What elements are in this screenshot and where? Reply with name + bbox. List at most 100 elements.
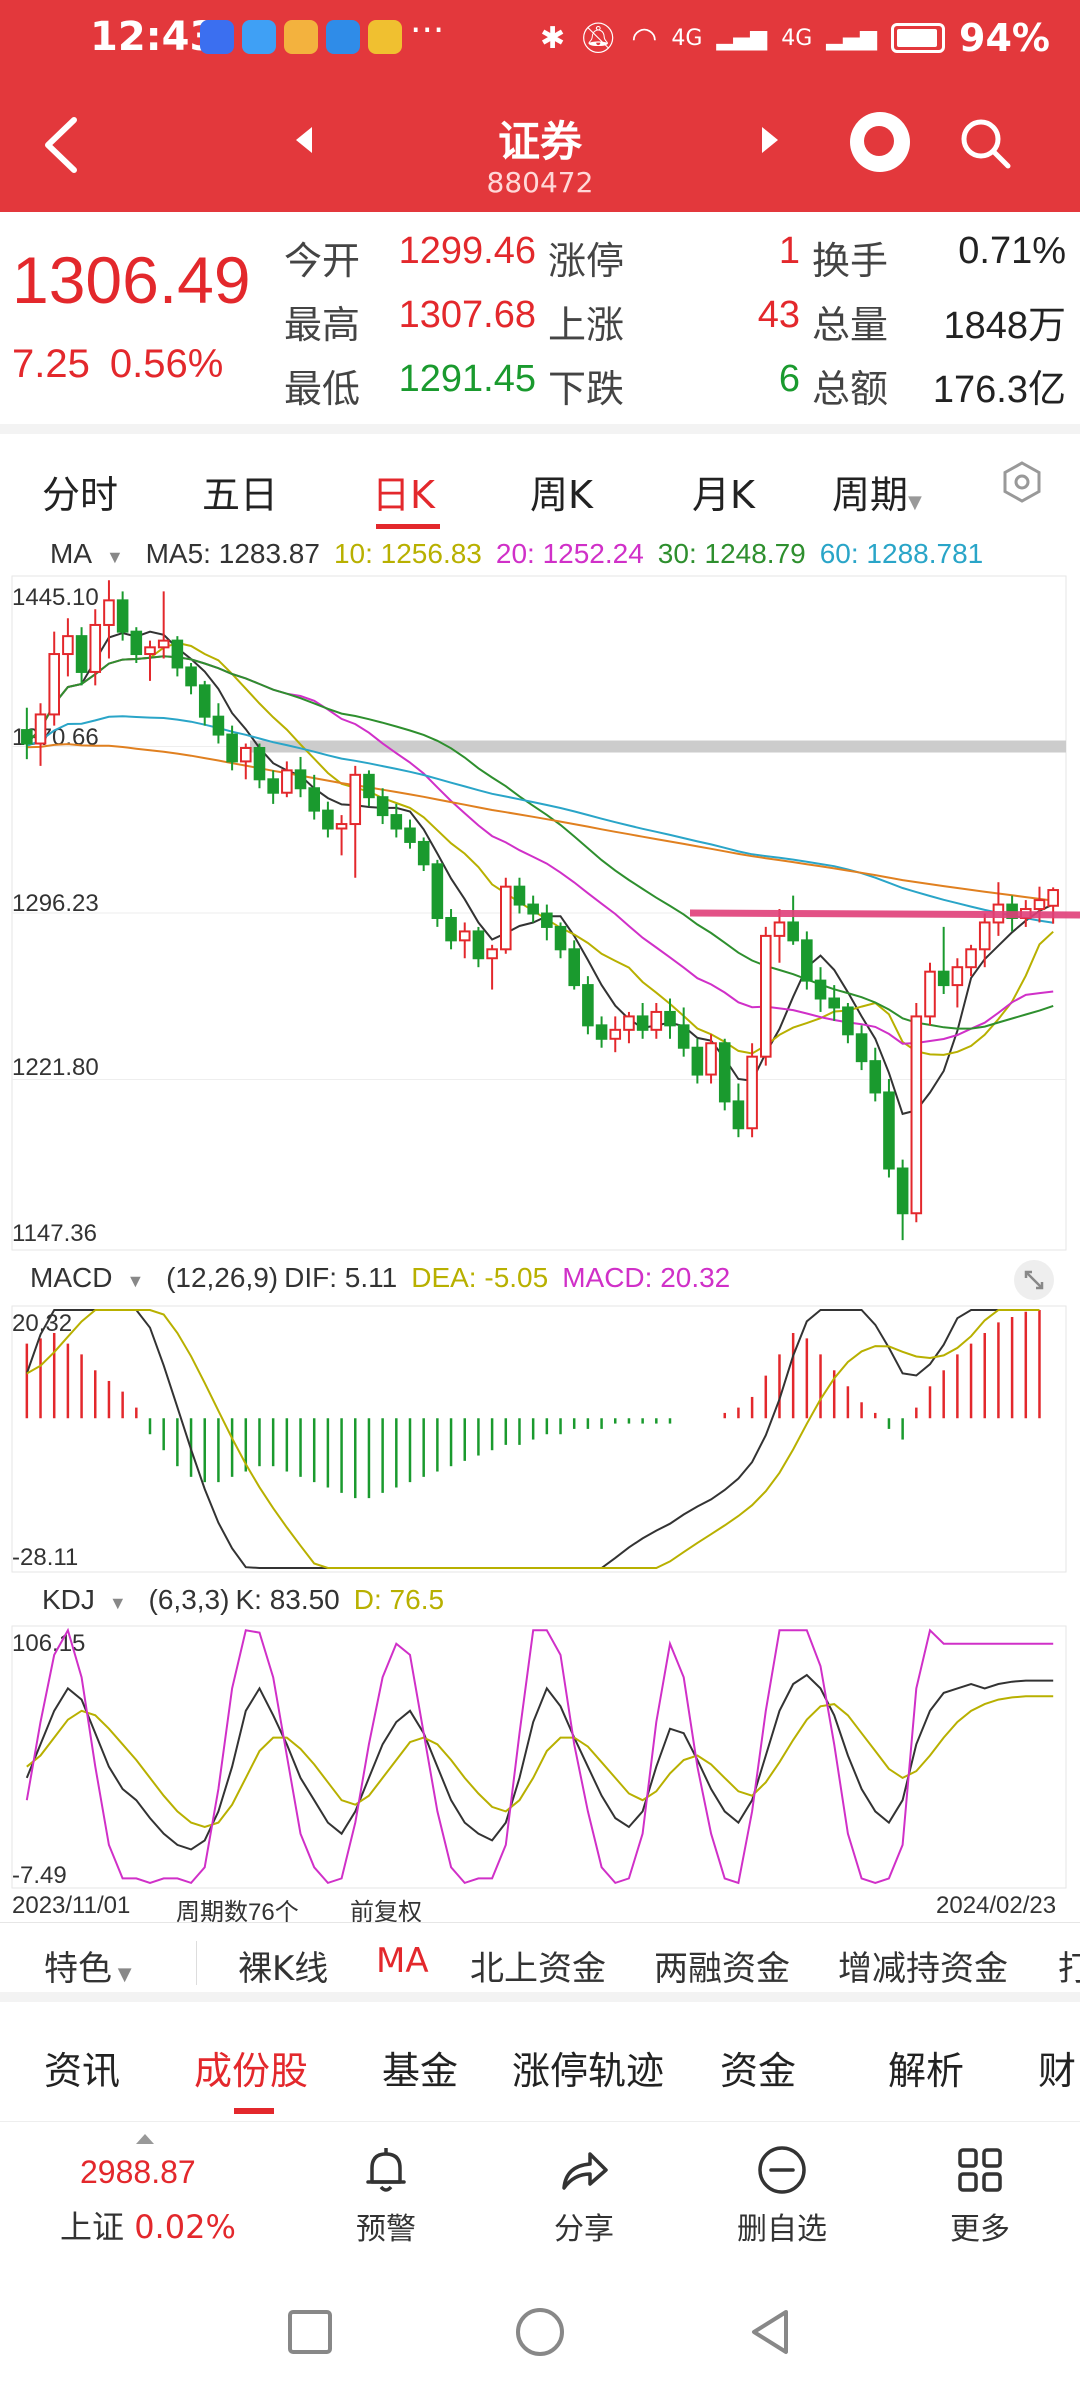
period-count: 周期数76个 — [176, 1899, 299, 1926]
mascot-icon[interactable] — [850, 112, 910, 172]
price-change: 7.25 0.56% — [12, 342, 223, 387]
candle-body — [458, 930, 471, 942]
limit-up-value: 1 — [778, 230, 800, 272]
feature-more[interactable]: 打 — [1058, 1949, 1080, 1989]
tab-news[interactable]: 资讯 — [44, 2049, 121, 2093]
feature-northbound[interactable]: 北上资金 — [470, 1949, 606, 1989]
candle-body — [842, 1006, 854, 1036]
remove-watchlist-button[interactable]: 删自选 — [722, 2142, 842, 2248]
candle-body — [541, 912, 553, 928]
candle-body — [554, 925, 567, 951]
caret-down-icon[interactable]: ▼ — [106, 547, 124, 567]
prev-stock-button[interactable] — [292, 125, 316, 163]
tab-weekly-k[interactable]: 周K — [530, 473, 593, 517]
candle-body — [801, 939, 813, 982]
tab-monthly-k[interactable]: 月K — [692, 473, 755, 517]
caret-down-icon[interactable]: ▼ — [126, 1271, 145, 1291]
ma-indicator-name[interactable]: MA — [50, 538, 92, 569]
more-button[interactable]: 更多 — [920, 2142, 1040, 2248]
alert-button[interactable]: 预警 — [326, 2142, 446, 2248]
tab-finance[interactable]: 财 — [1038, 2049, 1077, 2093]
candle-body — [732, 1100, 745, 1130]
candle-body — [1033, 899, 1046, 911]
ma30-line — [26, 655, 1054, 1030]
tab-capital[interactable]: 资金 — [720, 2049, 797, 2093]
kdj-params: (6,3,3) — [148, 1584, 230, 1615]
feature-ma[interactable]: MA — [376, 1941, 429, 1981]
browser-notification-icon — [326, 20, 360, 54]
feature-holdings-change[interactable]: 增减持资金 — [838, 1949, 1008, 1989]
back-button[interactable] — [36, 110, 96, 180]
feature-margin[interactable]: 两融资金 — [654, 1949, 790, 1989]
signal-label-2: 4G — [781, 25, 813, 51]
feature-bare-k[interactable]: 裸K线 — [238, 1949, 329, 1989]
active-tab-indicator — [376, 524, 440, 529]
share-icon — [562, 2152, 608, 2190]
remove-watchlist-label: 删自选 — [737, 2212, 827, 2247]
home-button[interactable] — [510, 2302, 570, 2362]
chart-settings-button[interactable] — [1000, 460, 1044, 504]
index-value: 2988.87 — [80, 2154, 196, 2190]
grid-icon — [958, 2148, 1002, 2192]
search-button[interactable] — [958, 116, 1012, 170]
kdj-indicator-name[interactable]: KDJ — [42, 1584, 95, 1615]
candle-body — [1047, 889, 1059, 907]
rising-label: 上涨 — [548, 303, 625, 347]
candle-body — [431, 863, 444, 919]
weather-notification-icon — [242, 20, 276, 54]
falling-label: 下跌 — [548, 367, 625, 411]
drawn-trend-line — [689, 909, 1080, 919]
candle-body — [349, 773, 362, 826]
kdj-axis-label-bottom: -7.49 — [12, 1862, 67, 1889]
tab-intraday[interactable]: 分时 — [42, 473, 119, 517]
active-tab-indicator — [234, 2108, 274, 2114]
candle-body — [924, 970, 936, 1018]
amount-value: 176.3亿 — [932, 369, 1066, 411]
ma10-line — [26, 641, 1054, 1056]
ma120-line — [26, 743, 1054, 902]
candle-body — [157, 639, 170, 649]
special-label: 特色 — [44, 1949, 112, 1989]
tab-period[interactable]: 周期▼ — [832, 464, 922, 519]
candle-body — [445, 916, 457, 942]
candle-body — [322, 809, 334, 830]
next-stock-button[interactable] — [758, 125, 782, 163]
app-notification-icon — [200, 20, 234, 54]
caret-down-icon[interactable]: ▼ — [108, 1593, 127, 1613]
tab-funds[interactable]: 基金 — [382, 2049, 459, 2093]
tab-constituents[interactable]: 成份股 — [194, 2049, 309, 2093]
tab-daily-k[interactable]: 日K — [372, 473, 435, 517]
tab-five-day[interactable]: 五日 — [202, 473, 279, 517]
candle-body — [636, 1015, 649, 1031]
macd-panel-frame — [11, 1305, 1067, 1573]
special-feature-dropdown[interactable]: 特色 ▼ — [44, 1941, 132, 1990]
d-value: D: 76.5 — [353, 1584, 445, 1615]
candle-body — [609, 1028, 622, 1040]
ma20-value: 20: 1252.24 — [495, 538, 644, 569]
candle-body — [828, 997, 841, 1009]
circle-icon — [516, 2308, 564, 2356]
date-start: 2023/11/01 — [12, 1892, 131, 1919]
share-button[interactable]: 分享 — [524, 2142, 644, 2248]
limit-up-label: 涨停 — [548, 239, 625, 283]
price-axis-label-bottom: 1147.36 — [12, 1220, 97, 1247]
more-notifications-icon: ··· — [410, 10, 445, 51]
candle-body — [568, 948, 581, 987]
recent-apps-button[interactable] — [280, 2302, 340, 2362]
candle-body — [335, 823, 348, 830]
ma10-value: 10: 1256.83 — [333, 538, 482, 569]
info-tabs: 资讯 成份股 基金 涨停轨迹 资金 解析 财 — [0, 2012, 1080, 2122]
tab-analysis[interactable]: 解析 — [888, 2049, 965, 2093]
candle-body — [376, 796, 389, 817]
macd-indicator-name[interactable]: MACD — [30, 1262, 113, 1293]
expand-button[interactable] — [1014, 1260, 1054, 1300]
nav-back-button[interactable] — [740, 2302, 800, 2362]
caret-down-icon: ▼ — [112, 1964, 132, 1985]
candle-body — [787, 921, 799, 942]
kline-chart-area[interactable]: MA ▼ MA5: 1283.87 10: 1256.83 20: 1252.24 30… — [0, 524, 1080, 1926]
status-time: 12:43 — [90, 14, 218, 60]
candle-body — [240, 746, 252, 763]
candle-body — [308, 787, 320, 812]
ma-legend: MA ▼ MA5: 1283.87 10: 1256.83 20: 1252.24 30… — [50, 538, 997, 570]
tab-limit-up-track[interactable]: 涨停轨迹 — [512, 2049, 665, 2093]
